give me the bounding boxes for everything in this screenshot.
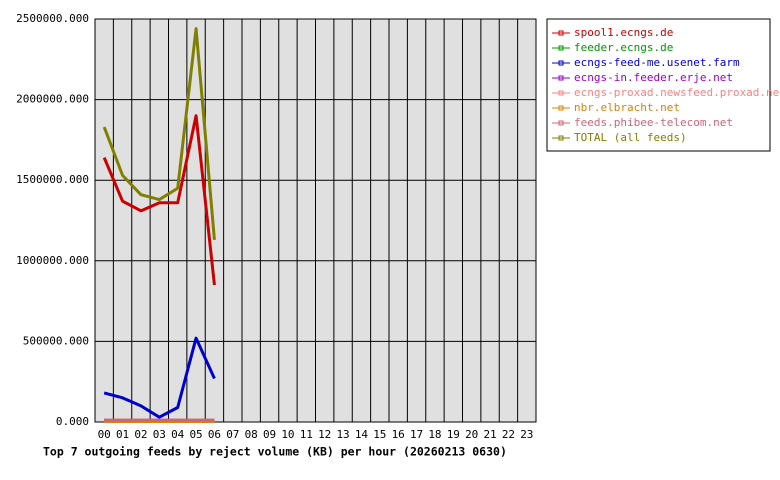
x-tick-label: 05 bbox=[189, 428, 202, 441]
x-tick-label: 04 bbox=[171, 428, 185, 441]
legend-marker bbox=[558, 45, 564, 51]
x-tick-label: 18 bbox=[428, 428, 441, 441]
x-tick-label: 20 bbox=[465, 428, 478, 441]
x-tick-label: 19 bbox=[447, 428, 460, 441]
x-tick-label: 12 bbox=[318, 428, 331, 441]
x-tick-label: 23 bbox=[520, 428, 533, 441]
x-tick-label: 11 bbox=[300, 428, 313, 441]
x-tick-label: 03 bbox=[153, 428, 166, 441]
legend-marker bbox=[558, 30, 564, 36]
x-tick-label: 07 bbox=[226, 428, 239, 441]
x-tick-label: 06 bbox=[208, 428, 221, 441]
legend-marker bbox=[558, 60, 564, 66]
x-tick-label: 09 bbox=[263, 428, 276, 441]
y-tick-label: 1000000.000 bbox=[16, 254, 89, 267]
legend-box bbox=[546, 18, 771, 152]
x-tick-label: 01 bbox=[116, 428, 129, 441]
x-tick-label: 15 bbox=[373, 428, 386, 441]
series-line bbox=[102, 27, 216, 240]
series-line bbox=[102, 114, 216, 286]
x-tick-label: 08 bbox=[245, 428, 258, 441]
x-tick-label: 16 bbox=[392, 428, 405, 441]
y-tick-label: 1500000.000 bbox=[16, 173, 89, 186]
legend-label: feeds.phibee-telecom.net bbox=[574, 116, 733, 129]
legend-marker bbox=[558, 75, 564, 81]
x-tick-label: 02 bbox=[134, 428, 147, 441]
x-tick-label: 14 bbox=[355, 428, 369, 441]
y-tick-label: 2500000.000 bbox=[16, 12, 89, 25]
legend-marker bbox=[558, 105, 564, 111]
chart-title: Top 7 outgoing feeds by reject volume (K… bbox=[43, 445, 507, 459]
y-tick-label: 500000.000 bbox=[23, 334, 89, 347]
x-tick-label: 10 bbox=[281, 428, 294, 441]
legend-label: TOTAL (all feeds) bbox=[574, 131, 687, 144]
x-tick-label: 17 bbox=[410, 428, 423, 441]
y-tick-label: 0.000 bbox=[56, 415, 89, 428]
legend-label: ecngs-proxad.newsfeed.proxad.net bbox=[574, 86, 780, 99]
x-tick-label: 22 bbox=[502, 428, 515, 441]
legend-label: nbr.elbracht.net bbox=[574, 101, 680, 114]
legend-marker bbox=[558, 120, 564, 126]
legend-label: ecngs-in.feeder.erje.net bbox=[574, 71, 733, 84]
x-tick-label: 13 bbox=[336, 428, 349, 441]
legend-label: feeder.ecngs.de bbox=[574, 41, 673, 54]
x-tick-label: 00 bbox=[98, 428, 111, 441]
y-tick-label: 2000000.000 bbox=[16, 93, 89, 106]
legend-marker bbox=[558, 90, 564, 96]
series-line bbox=[103, 336, 216, 419]
legend-label: ecngs-feed-me.usenet.farm bbox=[574, 56, 740, 69]
legend-marker bbox=[558, 135, 564, 141]
legend-label: spool1.ecngs.de bbox=[574, 26, 673, 39]
x-tick-label: 21 bbox=[483, 428, 496, 441]
